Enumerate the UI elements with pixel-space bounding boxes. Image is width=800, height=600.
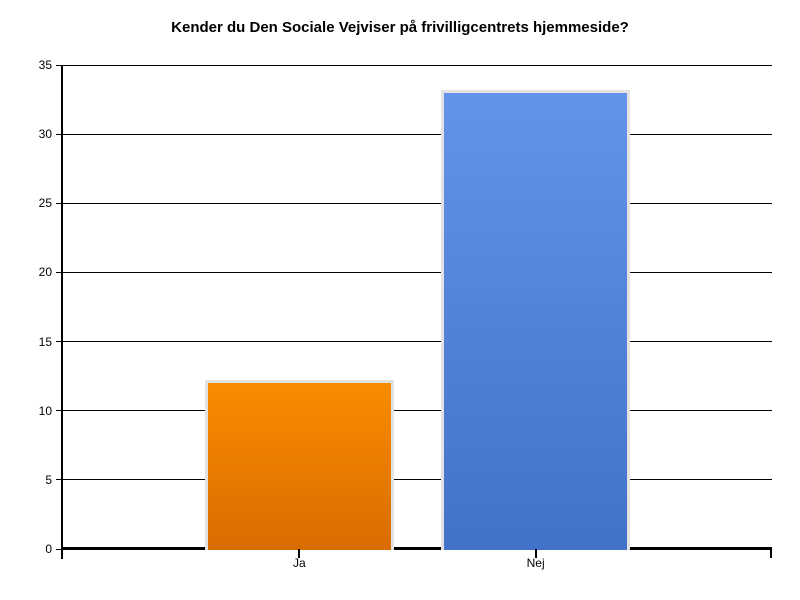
y-axis-tick-label-15: 15 — [38, 334, 52, 349]
y-axis-line — [61, 65, 63, 559]
gridline-y-35 — [63, 64, 772, 66]
y-axis-tick-35 — [56, 64, 63, 66]
x-axis-label-ja: Ja — [292, 556, 306, 570]
bar-nej — [441, 89, 630, 550]
y-axis-tick-label-0: 0 — [45, 542, 52, 556]
y-axis-tick-label-35: 35 — [38, 58, 52, 72]
chart-title: Kender du Den Sociale Vejviser på frivil… — [171, 19, 629, 36]
y-axis-tick-15 — [56, 341, 63, 343]
y-axis-tick-25 — [56, 202, 63, 204]
x-axis-line — [63, 547, 772, 549]
gridline-y-20 — [63, 271, 772, 273]
x-axis-tick-ja — [298, 549, 301, 558]
y-axis-tick-label-25: 25 — [38, 196, 52, 211]
y-axis-tick-label-20: 20 — [38, 265, 52, 280]
x-axis-tick-nej — [534, 549, 537, 558]
gridline-y-5 — [63, 479, 772, 481]
bar-ja — [205, 380, 394, 550]
y-axis-tick-label-30: 30 — [38, 127, 52, 142]
y-axis-tick-30 — [56, 133, 63, 135]
gridline-y-25 — [63, 202, 772, 204]
y-axis-tick-10 — [56, 410, 63, 412]
x-axis-label-nej: Nej — [526, 556, 545, 570]
x-axis-edge-tick — [770, 549, 772, 558]
gridline-y-0 — [63, 548, 772, 550]
gridline-y-30 — [63, 133, 772, 135]
gridline-y-10 — [63, 410, 772, 412]
y-axis-tick-0 — [56, 548, 63, 550]
y-axis-tick-20 — [56, 271, 63, 273]
y-axis-tick-label-10: 10 — [38, 403, 52, 418]
y-axis-tick-label-5: 5 — [45, 472, 52, 487]
gridline-y-15 — [63, 341, 772, 343]
y-axis-tick-5 — [56, 479, 63, 481]
